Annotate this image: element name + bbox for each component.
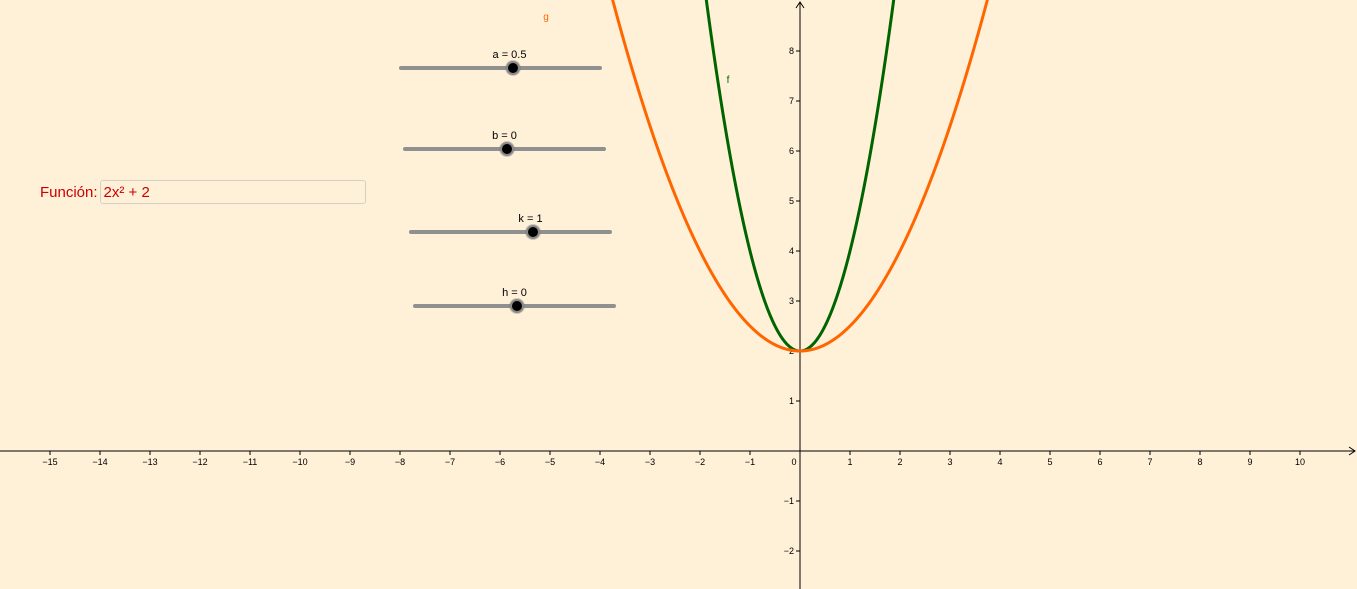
- y-tick-label: 3: [789, 296, 794, 306]
- slider-k-track[interactable]: [409, 230, 612, 234]
- y-tick-label: 8: [789, 46, 794, 56]
- x-tick-label: 9: [1247, 457, 1252, 467]
- y-tick-label: −1: [784, 496, 794, 506]
- slider-b-label: b = 0: [492, 130, 517, 142]
- x-tick-label: 3: [947, 457, 952, 467]
- curve-label-g: g: [543, 12, 549, 23]
- y-tick-label: 7: [789, 96, 794, 106]
- slider-h-label: h = 0: [502, 287, 527, 299]
- x-tick-label: 2: [897, 457, 902, 467]
- function-input-field[interactable]: [99, 180, 366, 204]
- slider-a-track[interactable]: [399, 66, 602, 70]
- y-tick-label: 1: [789, 396, 794, 406]
- slider-a-label: a = 0.5: [492, 49, 527, 61]
- curve-labels: fg: [543, 12, 729, 86]
- x-tick-label: −7: [445, 457, 455, 467]
- x-tick-label: −3: [645, 457, 655, 467]
- slider-h-knob[interactable]: [509, 299, 524, 313]
- x-tick-label: 0: [791, 457, 796, 467]
- x-tick-label: 4: [997, 457, 1002, 467]
- curve-label-f: f: [727, 75, 730, 86]
- x-tick-label: 7: [1147, 457, 1152, 467]
- x-tick-label: −10: [292, 457, 307, 467]
- x-tick-label: −4: [595, 457, 605, 467]
- slider-k-label: k = 1: [518, 213, 543, 225]
- function-input-box: Función:: [40, 180, 366, 204]
- x-tick-label: −6: [495, 457, 505, 467]
- x-tick-label: −14: [92, 457, 107, 467]
- y-axis-arrow: [795, 1, 805, 9]
- slider-a[interactable]: a = 0.5: [399, 49, 602, 79]
- x-tick-label: −5: [545, 457, 555, 467]
- y-tick-label: 5: [789, 196, 794, 206]
- slider-a-knob[interactable]: [505, 61, 520, 75]
- y-tick-label: 4: [789, 246, 794, 256]
- x-tick-label: −15: [42, 457, 57, 467]
- slider-k[interactable]: k = 1: [409, 213, 612, 243]
- function-curves: [608, 0, 993, 353]
- y-tick-label: 6: [789, 146, 794, 156]
- function-input-label: Función:: [40, 183, 98, 201]
- x-tick-label: −9: [345, 457, 355, 467]
- x-tick-label: −1: [745, 457, 755, 467]
- slider-b-knob[interactable]: [499, 142, 514, 156]
- x-tick-label: −8: [395, 457, 405, 467]
- slider-k-knob[interactable]: [525, 225, 540, 239]
- x-tick-label: 8: [1197, 457, 1202, 467]
- x-tick-label: 6: [1097, 457, 1102, 467]
- x-tick-label: −2: [695, 457, 705, 467]
- x-tick-label: 1: [847, 457, 852, 467]
- slider-b[interactable]: b = 0: [403, 130, 606, 160]
- y-tick-label: −2: [784, 546, 794, 556]
- x-tick-label: 10: [1295, 457, 1305, 467]
- curve-g[interactable]: [608, 0, 993, 353]
- x-tick-label: 5: [1047, 457, 1052, 467]
- x-tick-label: −12: [192, 457, 207, 467]
- x-tick-label: −11: [243, 457, 258, 467]
- x-tick-label: −13: [142, 457, 157, 467]
- slider-h[interactable]: h = 0: [413, 287, 616, 317]
- x-axis-arrow: [1348, 446, 1356, 456]
